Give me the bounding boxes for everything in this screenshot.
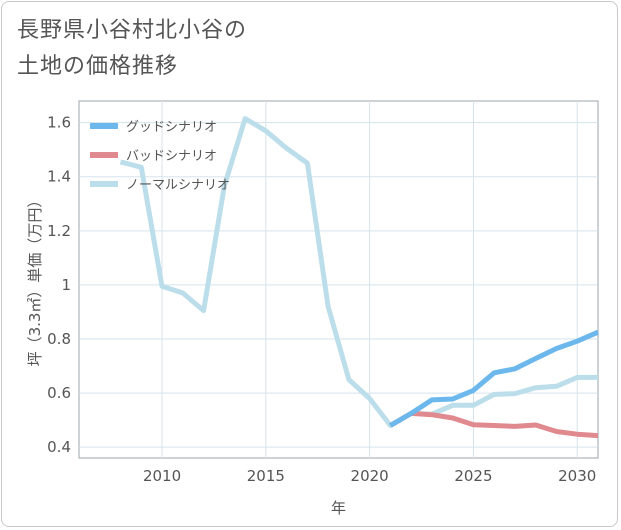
y-tick-label: 1.2 [47,222,71,240]
x-tick-label: 2015 [247,467,285,485]
x-axis-ticks: 2010 2015 2020 2025 2030 [143,467,596,485]
y-axis-ticks: 0.4 0.6 0.8 1 1.2 1.4 1.6 [47,114,71,457]
y-tick-label: 1.4 [47,168,71,186]
series-line-2 [119,116,598,428]
legend-label: ノーマルシナリオ [126,178,230,193]
series-lines [119,116,599,439]
y-axis-label: 坪（3.3㎡）単価（万円） [26,193,44,367]
plot-area [78,100,599,459]
y-tick-label: 1 [61,276,71,294]
series-line-0 [389,329,599,428]
chart-title-line-2: 土地の価格推移 [17,54,179,79]
x-tick-label: 2030 [558,467,596,485]
y-tick-label: 1.6 [47,114,71,132]
x-tick-label: 2010 [143,467,181,485]
legend-label: バッドシナリオ [126,149,217,164]
x-axis-label: 年 [331,499,346,517]
y-tick-label: 0.6 [47,384,71,402]
legend-label: グッドシナリオ [126,120,217,135]
chart-title: 長野県小谷村北小谷の 土地の価格推移 [17,13,247,85]
x-tick-label: 2020 [351,467,389,485]
x-tick-label: 2025 [454,467,492,485]
y-tick-label: 0.4 [47,438,71,456]
y-tick-label: 0.8 [47,330,71,348]
series-line-1 [389,410,599,439]
chart-title-line-1: 長野県小谷村北小谷の [17,18,248,43]
